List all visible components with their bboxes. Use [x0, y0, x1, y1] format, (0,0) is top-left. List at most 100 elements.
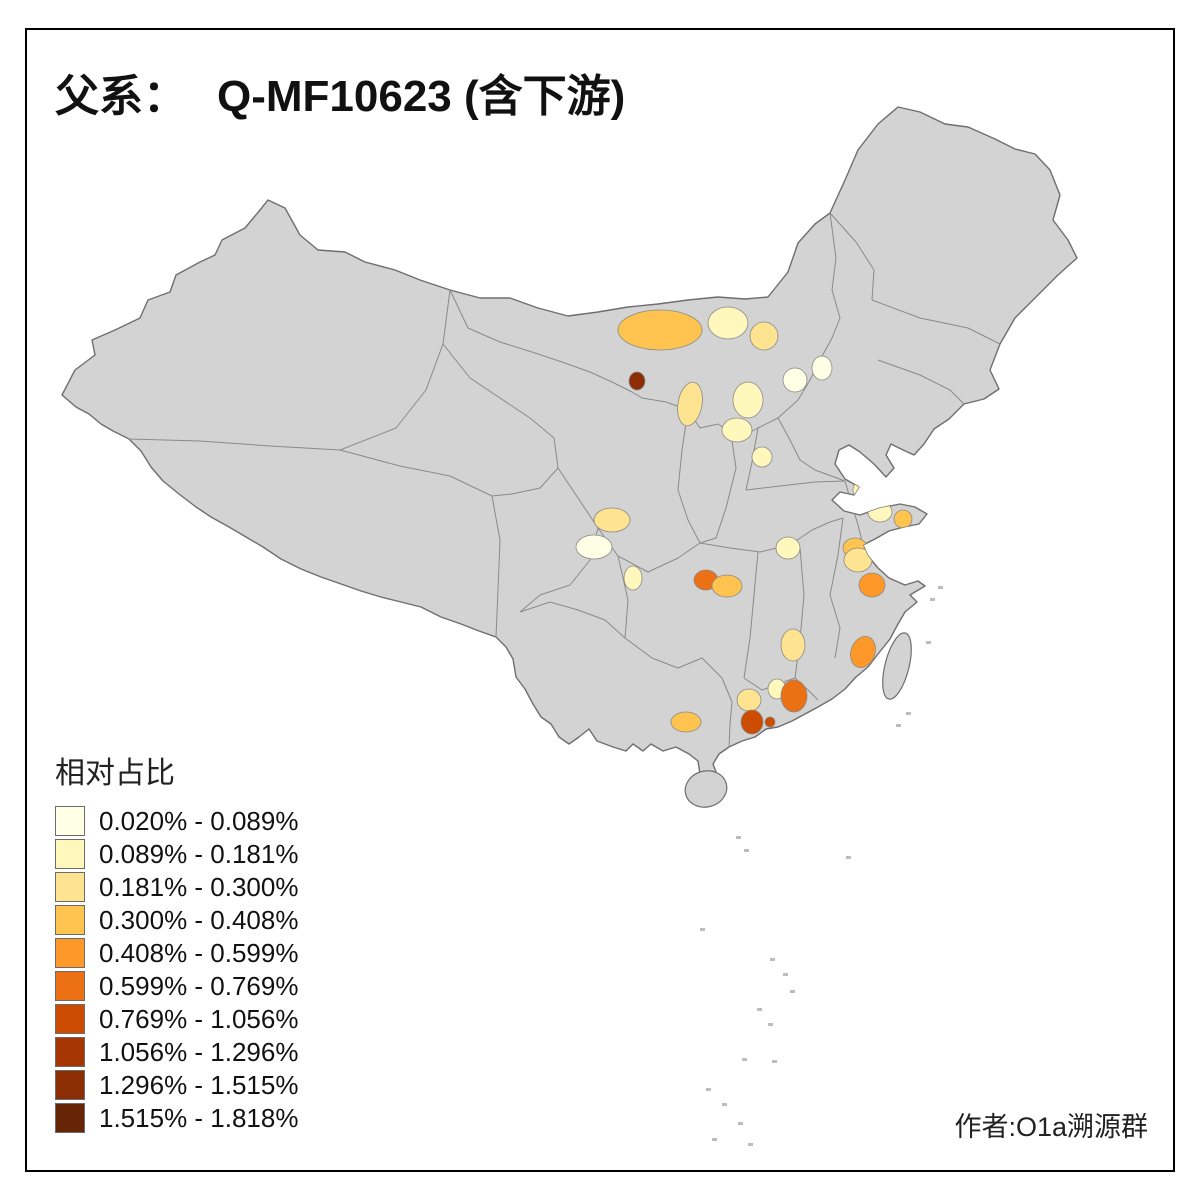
legend-swatch	[55, 1037, 85, 1067]
legend-label: 0.599% - 0.769%	[99, 970, 299, 1001]
islet-dot	[738, 1122, 743, 1125]
china-outline	[61, 106, 1078, 785]
island	[882, 632, 912, 700]
islet-dot	[938, 586, 943, 589]
title-haplogroup: Q-MF10623 (含下游)	[217, 72, 626, 121]
legend-label: 1.515% - 1.818%	[99, 1102, 299, 1133]
islet-dot	[770, 958, 775, 961]
colored-prefecture-region	[775, 536, 801, 560]
province-border	[128, 289, 451, 451]
colored-prefecture-region	[707, 306, 749, 340]
colored-prefecture-region	[677, 381, 703, 427]
islet-dot	[742, 1058, 747, 1061]
legend-label: 0.020% - 0.089%	[99, 805, 299, 836]
title-prefix: 父系：	[55, 72, 187, 121]
legend-swatch	[55, 1103, 85, 1133]
legend-swatch	[55, 938, 85, 968]
province-border	[777, 417, 846, 482]
legend-label: 0.089% - 0.181%	[99, 838, 299, 869]
islet-dot	[790, 990, 795, 993]
islet-dot	[748, 1143, 753, 1146]
colored-prefecture-region	[749, 321, 779, 351]
legend-row: 0.300% - 0.408%	[55, 905, 298, 935]
colored-prefecture-region	[740, 709, 764, 735]
legend-label: 0.300% - 0.408%	[99, 904, 299, 935]
legend-row: 0.599% - 0.769%	[55, 971, 298, 1001]
colored-prefecture-region	[850, 636, 876, 668]
colored-prefecture-region	[721, 417, 753, 443]
islet-dot	[706, 1088, 711, 1091]
legend-label: 0.181% - 0.300%	[99, 871, 299, 902]
colored-prefecture-region	[858, 572, 886, 598]
islet-dot	[926, 641, 931, 644]
legend-title: 相对占比	[55, 757, 175, 790]
island	[684, 770, 728, 808]
colored-prefecture-region	[623, 565, 643, 591]
province-border	[871, 299, 1001, 345]
islet-dot	[768, 1023, 773, 1026]
colored-prefecture-region	[617, 309, 703, 351]
colored-prefecture-region	[670, 711, 702, 733]
province-border	[745, 480, 846, 491]
islet-dot	[930, 598, 935, 601]
colored-prefecture-region	[593, 507, 631, 533]
province-border	[677, 409, 701, 544]
islet-dot	[700, 928, 705, 931]
legend-rows: 0.020% - 0.089% 0.089% - 0.181% 0.181% - 0…	[55, 806, 298, 1133]
province-border	[743, 551, 759, 679]
province-border	[811, 517, 844, 531]
colored-prefecture-region	[843, 547, 873, 573]
province-border	[449, 212, 841, 439]
islet-dot	[846, 856, 851, 859]
province-border	[617, 555, 629, 639]
colored-prefecture-region	[782, 367, 808, 393]
colored-prefecture-region	[575, 534, 613, 560]
province-border	[877, 359, 965, 405]
colored-prefecture-region	[811, 355, 833, 381]
legend-row: 0.089% - 0.181%	[55, 839, 298, 869]
province-border	[339, 449, 493, 497]
colored-prefecture-region	[751, 446, 773, 468]
province-border	[745, 427, 759, 491]
colored-prefecture-region	[764, 716, 776, 728]
province-border	[699, 427, 737, 544]
islet-dot	[783, 973, 788, 976]
legend-swatch	[55, 905, 85, 935]
islet-dot	[772, 1060, 777, 1063]
province-border	[442, 343, 559, 497]
colored-prefecture-region	[732, 381, 764, 419]
legend: 相对占比 0.020% - 0.089% 0.089% - 0.181% 0.181…	[55, 748, 298, 1136]
islet-dot	[744, 849, 749, 852]
province-border	[491, 495, 501, 638]
legend-row: 0.408% - 0.599%	[55, 938, 298, 968]
islet-dot	[757, 1008, 762, 1011]
legend-swatch	[55, 839, 85, 869]
colored-prefecture-region	[736, 688, 762, 712]
colored-prefecture-region	[780, 679, 808, 713]
province-border	[721, 677, 733, 748]
author-credit: 作者:O1a溯源群	[954, 1112, 1148, 1142]
province-border	[519, 601, 626, 639]
islet-dot	[906, 712, 911, 715]
legend-label: 0.769% - 1.056%	[99, 1003, 299, 1034]
legend-swatch	[55, 1070, 85, 1100]
colored-prefecture-region	[711, 574, 743, 598]
legend-row: 1.515% - 1.818%	[55, 1103, 298, 1133]
colored-prefecture-region	[893, 509, 913, 529]
page-title: 父系： Q-MF10623 (含下游)	[55, 60, 625, 124]
legend-label: 1.056% - 1.296%	[99, 1036, 299, 1067]
legend-row: 0.769% - 1.056%	[55, 1004, 298, 1034]
legend-swatch	[55, 971, 85, 1001]
province-border	[624, 637, 723, 679]
province-border	[829, 517, 844, 659]
islet-dot	[896, 724, 901, 727]
legend-row: 0.020% - 0.089%	[55, 806, 298, 836]
islet-dot	[722, 1103, 727, 1106]
legend-swatch	[55, 1004, 85, 1034]
legend-label: 0.408% - 0.599%	[99, 937, 299, 968]
islet-dot	[736, 836, 741, 839]
legend-row: 1.056% - 1.296%	[55, 1037, 298, 1067]
legend-swatch	[55, 806, 85, 836]
legend-swatch	[55, 872, 85, 902]
